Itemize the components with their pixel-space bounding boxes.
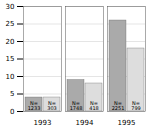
svg-text:20: 20 (6, 38, 15, 46)
svg-text:N=1748: N=1748 (70, 100, 83, 111)
svg-text:0: 0 (10, 108, 14, 116)
svg-text:10: 10 (6, 73, 15, 81)
svg-text:N=418: N=418 (89, 100, 99, 111)
svg-text:15: 15 (6, 55, 15, 63)
svg-text:1993: 1993 (34, 119, 52, 127)
svg-text:1995: 1995 (118, 119, 136, 127)
svg-text:30: 30 (6, 3, 15, 11)
svg-text:25: 25 (6, 20, 15, 28)
svg-text:N=799: N=799 (131, 100, 141, 111)
svg-text:5: 5 (10, 90, 14, 98)
svg-text:N=303: N=303 (47, 100, 57, 111)
svg-text:N=1233: N=1233 (28, 100, 41, 111)
svg-text:1994: 1994 (76, 119, 94, 127)
svg-text:N=2251: N=2251 (112, 100, 125, 111)
